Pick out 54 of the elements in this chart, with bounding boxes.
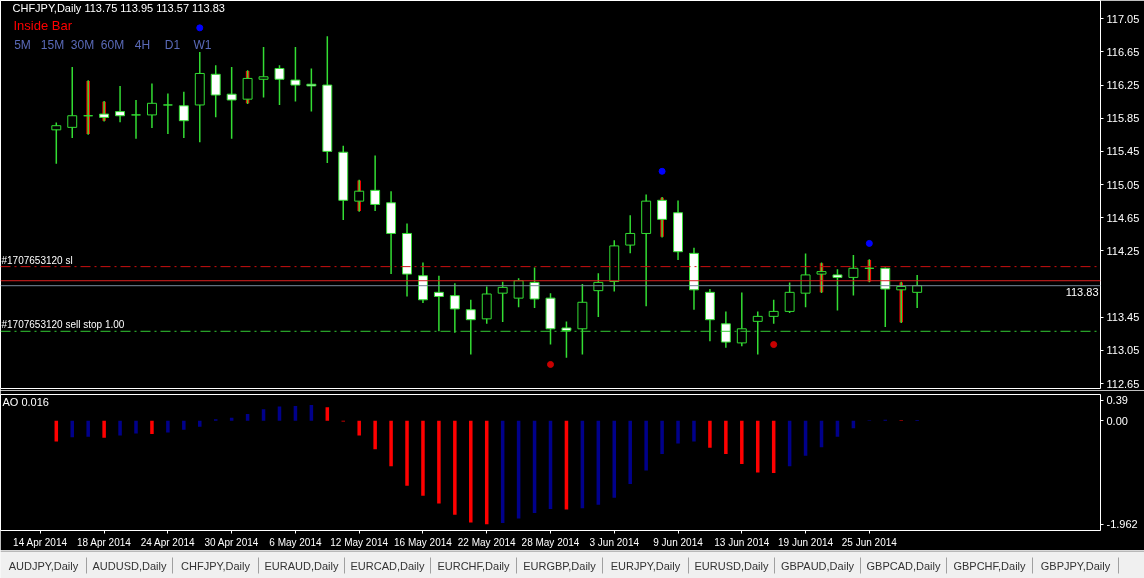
x-tick-label: 28 May 2014 (521, 536, 580, 548)
y-tick-label: -1.962 (1106, 518, 1138, 531)
annotation: 4H (134, 37, 151, 52)
x-tick-label: 25 Jun 2014 (841, 536, 898, 548)
y-tick-label: 116.25 (1106, 79, 1140, 92)
annotation: W1 (193, 37, 212, 52)
text: EURUSD,Daily (694, 559, 769, 572)
y-tick-label: 116.65 (1106, 45, 1140, 58)
x-tick-label: 14 Apr 2014 (13, 536, 68, 548)
x-tick-label: 6 May 2014 (269, 536, 322, 548)
text: EURCHF,Daily (437, 559, 511, 572)
x-tick-label: 16 May 2014 (394, 536, 453, 548)
x-tick-label: 12 May 2014 (330, 536, 389, 548)
x-tick-label: 22 May 2014 (457, 536, 517, 548)
y-tick-label: 115.45 (1106, 145, 1140, 158)
x-tick-label: 18 Apr 2014 (76, 536, 132, 548)
annotation: 5M (14, 37, 31, 52)
y-tick-label: 0.39 (1106, 394, 1128, 407)
text: GBPAUD,Daily (780, 559, 855, 572)
text: GBPCHF,Daily (953, 559, 1027, 572)
annotation: 15M (40, 37, 65, 52)
x-tick-label: 19 Jun 2014 (778, 536, 834, 548)
ref-line-label: 113.83 (1065, 285, 1099, 298)
x-tick-label: 30 Apr 2014 (204, 536, 259, 548)
text: EURGBP,Daily (523, 559, 597, 572)
y-tick-label: 117.05 (1106, 12, 1140, 25)
text: AUDJPY,Daily (8, 559, 79, 572)
y-tick-label: 115.05 (1106, 178, 1140, 191)
text: CHFJPY,Daily (181, 559, 251, 572)
chart-title: AO 0.016 (2, 395, 49, 408)
chart-title: CHFJPY,Daily 113.75 113.95 113.57 113.83 (12, 1, 225, 14)
y-tick-label: 113.45 (1106, 311, 1140, 324)
text: EURJPY,Daily (610, 559, 681, 572)
x-tick-label: 13 Jun 2014 (714, 536, 770, 548)
x-tick-label: 3 Jun 2014 (589, 536, 640, 548)
y-tick-label: 114.65 (1106, 211, 1140, 224)
text: EURCAD,Daily (350, 559, 425, 572)
text: AUDUSD,Daily (92, 559, 167, 572)
y-tick-label: 0.00 (1106, 414, 1128, 427)
x-tick-label: 9 Jun 2014 (653, 536, 704, 548)
annotation: 30M (70, 37, 95, 52)
ref-line-label: #1707653120 sl (1, 254, 73, 266)
text: EURAUD,Daily (264, 559, 339, 572)
text: GBPCAD,Daily (866, 559, 941, 572)
y-tick-label: 115.85 (1106, 112, 1140, 125)
text: Inside Bar (13, 17, 73, 33)
y-tick-label: 112.65 (1106, 377, 1140, 390)
y-tick-label: 114.25 (1106, 244, 1140, 257)
annotation: 60M (100, 37, 125, 52)
text: GBPJPY,Daily (1040, 559, 1111, 572)
ref-line-label: #1707653120 sell stop 1.00 (1, 319, 125, 331)
x-tick-label: 24 Apr 2014 (140, 536, 196, 548)
annotation: D1 (164, 37, 181, 52)
y-tick-label: 113.05 (1106, 344, 1140, 357)
